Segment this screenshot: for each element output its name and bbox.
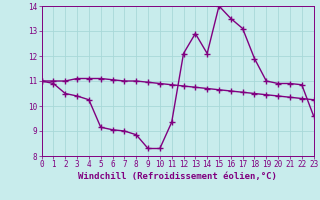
X-axis label: Windchill (Refroidissement éolien,°C): Windchill (Refroidissement éolien,°C) (78, 172, 277, 181)
